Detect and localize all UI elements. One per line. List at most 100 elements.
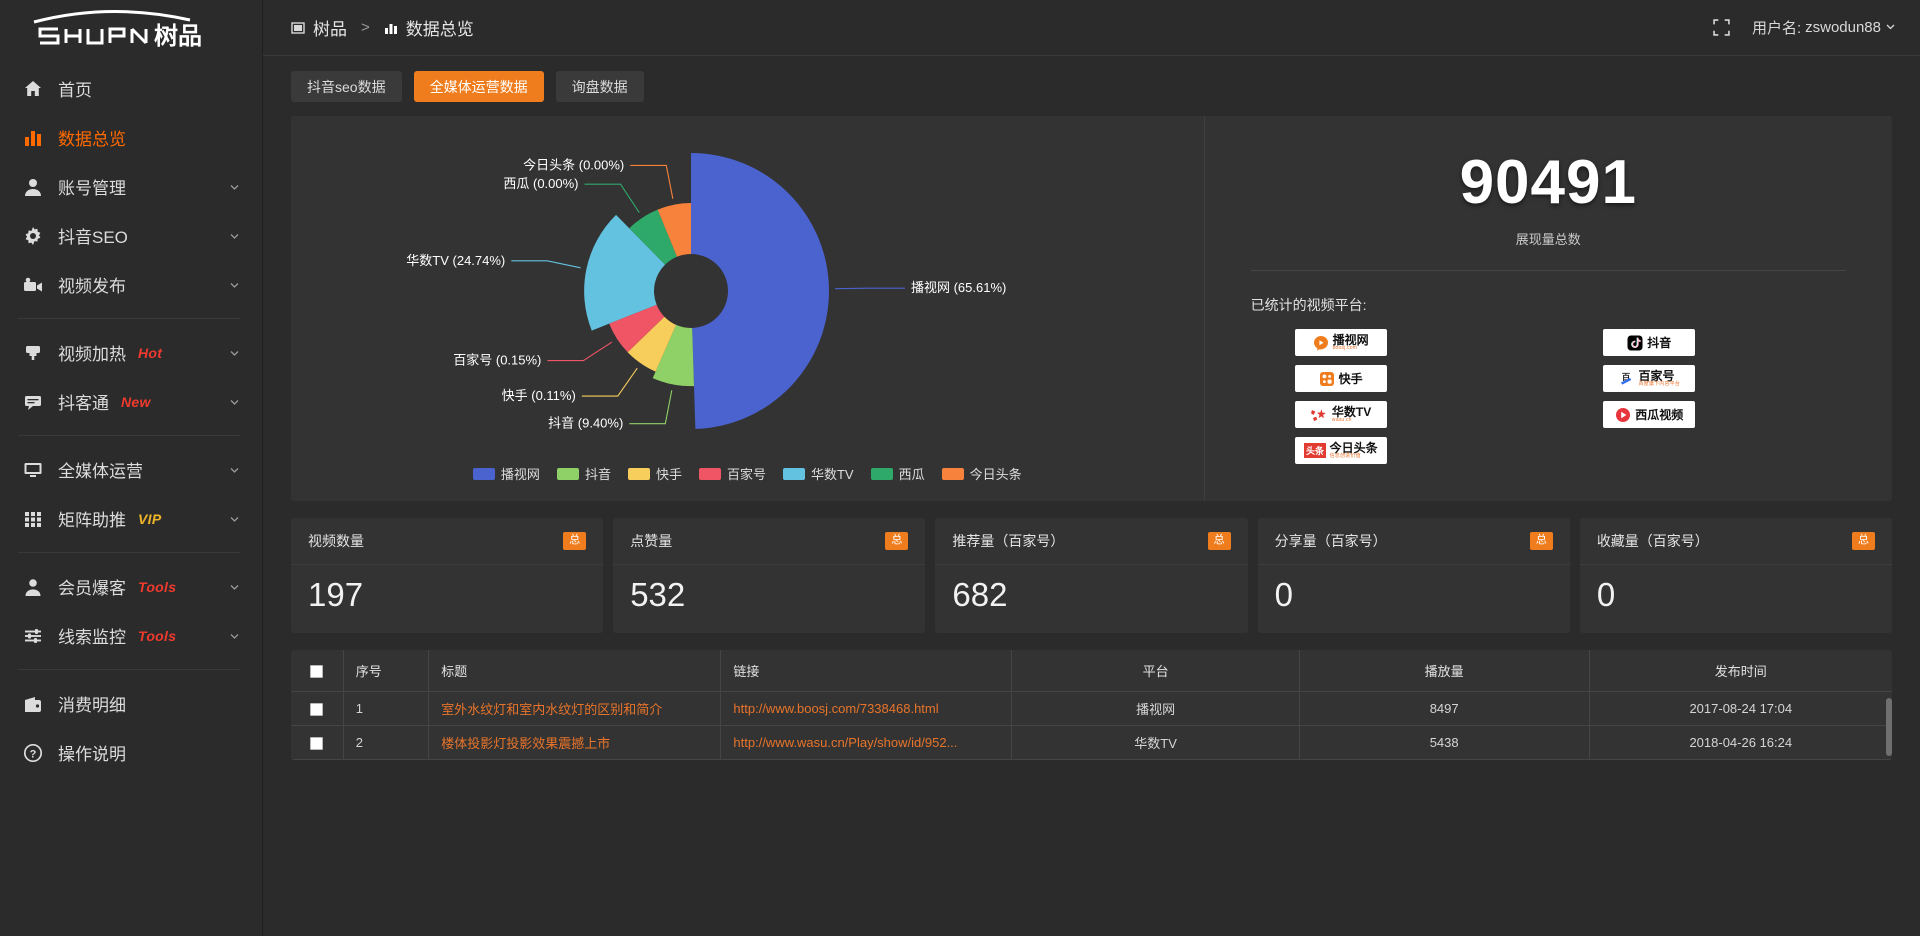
row-title-link[interactable]: 楼体投影灯投影效果震撼上市	[441, 735, 611, 751]
wallet-icon	[22, 693, 44, 715]
stat-card-head: 收藏量（百家号） 总	[1579, 518, 1893, 565]
window-icon	[291, 20, 306, 35]
pie-slice-6[interactable]	[657, 203, 691, 257]
breadcrumb-root[interactable]: 树品	[291, 15, 347, 40]
stat-card-badge: 总	[1207, 532, 1231, 550]
platform-badge-播视网[interactable]: 播视网 boosj.com	[1294, 329, 1387, 357]
platform-badge-sub: wasu.cn	[1331, 417, 1352, 424]
chevron-down-icon[interactable]	[229, 630, 240, 641]
sidebar-item-label: 数据总览	[58, 130, 126, 149]
platform-badge-text: 抖音	[1647, 337, 1671, 349]
svg-text:头条: 头条	[1306, 445, 1325, 456]
chevron-down-icon[interactable]	[229, 181, 240, 192]
tab-row: 抖音seo数据 全媒体运营数据 询盘数据	[263, 56, 1920, 116]
pie-slice-3[interactable]	[609, 304, 665, 353]
pie-slice-4[interactable]	[584, 214, 666, 331]
row-title-link[interactable]: 室外水纹灯和室内水纹灯的区别和简介	[441, 701, 663, 717]
platform-badge-今日头条[interactable]: 头条 今日头条 信息创造价值	[1294, 437, 1387, 465]
legend-item-6[interactable]: 今日头条	[941, 464, 1022, 483]
sidebar-item-10[interactable]: 线索监控 Tools	[0, 611, 262, 660]
platform-badge-name: 华数TV	[1331, 405, 1372, 420]
chevron-down-icon[interactable]	[229, 279, 240, 290]
svg-text:?: ?	[30, 748, 37, 760]
sidebar-item-label: 会员爆客	[58, 579, 126, 598]
tab-1[interactable]: 全媒体运营数据	[413, 71, 544, 102]
legend-item-0[interactable]: 播视网	[472, 464, 540, 483]
sidebar-item-5[interactable]: 视频加热 Hot	[0, 328, 262, 377]
donut-chart-svg: 播视网 (65.61%) 抖音 (9.40%) 快手 (0.11%) 百家号 (0.1…	[406, 153, 1006, 431]
platform-badge-name: 抖音	[1647, 335, 1672, 350]
sidebar-item-1[interactable]: 数据总览	[0, 113, 262, 162]
legend-item-2[interactable]: 快手	[627, 464, 682, 483]
sidebar-item-3[interactable]: 抖音SEO	[0, 211, 262, 260]
fire-rocket-icon	[22, 342, 44, 364]
pie-slice-2[interactable]	[627, 316, 677, 372]
pie-slice-5[interactable]	[629, 209, 677, 265]
pie-label-5: 西瓜 (0.00%)	[503, 176, 578, 191]
sidebar-item-6[interactable]: 抖客通 New	[0, 377, 262, 426]
legend-item-1[interactable]: 抖音	[556, 464, 611, 483]
platform-badge-text: 播视网 boosj.com	[1333, 334, 1369, 351]
chevron-down-icon[interactable]	[229, 464, 240, 475]
sidebar-item-label: 消费明细	[58, 696, 126, 715]
tab-0[interactable]: 抖音seo数据	[291, 71, 402, 102]
pie-slice-1[interactable]	[652, 324, 695, 387]
table-scrollbar[interactable]	[1886, 698, 1892, 756]
row-time: 2018-04-26 16:24	[1589, 725, 1892, 760]
sidebar-item-label: 视频加热	[58, 345, 126, 364]
sidebar-separator	[18, 669, 240, 670]
row-url-link[interactable]: http://www.wasu.cn/Play/show/id/952...	[733, 734, 958, 750]
pie-label-4: 华数TV (24.74%)	[406, 253, 505, 268]
sidebar-item-12[interactable]: ? 操作说明	[0, 728, 262, 777]
chevron-down-icon[interactable]	[229, 230, 240, 241]
fullscreen-icon[interactable]	[1713, 19, 1730, 36]
legend-item-3[interactable]: 百家号	[698, 464, 766, 483]
sidebar-item-4[interactable]: 视频发布	[0, 260, 262, 309]
table-body: 1 室外水纹灯和室内水纹灯的区别和简介 http://www.boosj.com/7…	[291, 691, 1892, 760]
row-checkbox[interactable]	[310, 736, 324, 750]
legend-item-4[interactable]: 华数TV	[782, 464, 854, 483]
table-header-plays: 播放量	[1299, 650, 1590, 692]
sidebar-item-label: 全媒体运营	[58, 462, 143, 481]
stat-card-badge: 总	[1529, 532, 1553, 550]
stat-cards: 视频数量总 197 点赞量总 532 推荐量（百家号）总 682 分享量（百家号）总 0 收藏量…	[291, 518, 1893, 633]
stat-card-value: 682	[952, 576, 1008, 613]
table-row[interactable]: 2 楼体投影灯投影效果震撼上市 http://www.wasu.cn/Play/sh…	[291, 725, 1892, 760]
legend-item-5[interactable]: 西瓜	[870, 464, 925, 483]
platform-badge-西瓜视频[interactable]: 西瓜视频	[1603, 401, 1696, 429]
platform-badge-快手[interactable]: 快手	[1294, 365, 1387, 393]
brand-logo[interactable]: 树品	[0, 0, 262, 56]
row-checkbox[interactable]	[310, 702, 324, 716]
chevron-down-icon[interactable]	[229, 513, 240, 524]
platform-badge-抖音[interactable]: 抖音	[1603, 329, 1696, 357]
platform-badge-华数TV[interactable]: 华数TV wasu.cn	[1294, 401, 1387, 429]
row-url-link[interactable]: http://www.boosj.com/7338468.html	[733, 700, 939, 716]
chevron-down-icon[interactable]	[229, 581, 240, 592]
pie-slice-0[interactable]	[691, 153, 829, 429]
sidebar-item-8[interactable]: 矩阵助推 VIP	[0, 494, 262, 543]
sidebar-item-0[interactable]: 首页	[0, 64, 262, 113]
sidebar-item-11[interactable]: 消费明细	[0, 679, 262, 728]
sidebar-item-7[interactable]: 全媒体运营	[0, 445, 262, 494]
platform-badge-百家号[interactable]: 百百家号 百度旗下内容平台	[1603, 365, 1696, 393]
select-all-checkbox[interactable]	[310, 664, 324, 678]
stat-card-title: 点赞量	[630, 533, 673, 549]
stat-card-value: 532	[630, 576, 686, 613]
chevron-down-icon[interactable]	[229, 347, 240, 358]
tab-2[interactable]: 询盘数据	[555, 71, 644, 102]
platform-badge-sub: boosj.com	[1332, 345, 1358, 352]
table-row[interactable]: 1 室外水纹灯和室内水纹灯的区别和简介 http://www.boosj.com/7…	[291, 691, 1892, 726]
total-impressions-caption: 展现量总数	[1515, 232, 1581, 248]
stat-card-4: 收藏量（百家号） 总 0	[1579, 518, 1893, 633]
chart-bar-icon	[22, 127, 44, 149]
chevron-down-icon[interactable]	[229, 396, 240, 407]
sidebar-item-2[interactable]: 账号管理	[0, 162, 262, 211]
platform-badge-sub: 信息创造价值	[1329, 453, 1361, 460]
platform-badge-text: 今日头条 信息创造价值	[1330, 442, 1378, 459]
video-table-element: 序号 标题 链接 平台 播放量 发布时间 1 室外水纹灯和室内水纹灯的区别和简介 h…	[291, 650, 1892, 760]
platform-badge-grid: 播视网 boosj.com 快手华数TV wasu.cn 头条 今日头条 信息创造价值 抖音…	[1245, 329, 1852, 473]
sidebar-item-9[interactable]: 会员爆客 Tools	[0, 562, 262, 611]
user-menu[interactable]: 用户名: zswodun88	[1752, 17, 1896, 38]
legend-label: 华数TV	[810, 467, 854, 482]
chat-icon	[22, 391, 44, 413]
